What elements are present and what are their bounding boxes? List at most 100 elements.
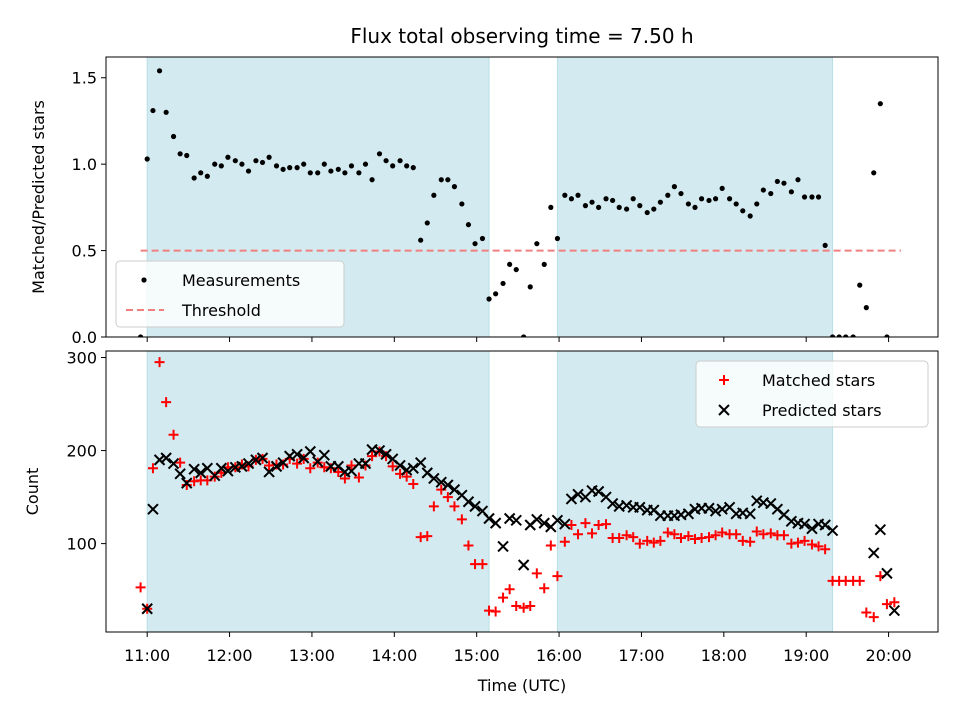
predicted-point — [174, 468, 186, 480]
matched-point — [868, 612, 879, 623]
predicted-point — [448, 483, 461, 496]
measurement-point — [541, 261, 547, 268]
matched-point — [881, 599, 892, 610]
measurement-point — [685, 201, 692, 207]
matched-point — [367, 451, 378, 462]
predicted-point — [153, 454, 166, 466]
measurement-point — [610, 197, 616, 204]
measurement-point — [892, 0, 897, 3]
predicted-point — [551, 514, 564, 527]
measurement-point — [898, 0, 903, 3]
matched-point — [518, 602, 529, 613]
x-tick-label: 11:00 — [124, 646, 170, 665]
matched-point — [634, 538, 645, 549]
legend-matched-swatch — [719, 375, 729, 385]
measurement-point — [342, 170, 348, 176]
predicted-point — [874, 523, 887, 536]
predicted-point — [318, 449, 331, 461]
predicted-point — [538, 517, 550, 529]
measurement-point — [513, 266, 519, 273]
measurement-point — [184, 152, 190, 159]
measurement-point — [383, 158, 389, 164]
measurement-point — [534, 241, 540, 247]
predicted-point — [483, 512, 495, 525]
predicted-point — [394, 459, 406, 472]
measurement-point — [445, 177, 451, 183]
measurement-point — [390, 163, 396, 169]
legend-box — [695, 360, 929, 428]
measurement-point — [472, 241, 478, 247]
measurement-point — [438, 177, 444, 183]
matched-point — [614, 533, 625, 544]
matched-point — [504, 584, 515, 595]
chart-title: Flux total observing time = 7.50 h — [350, 24, 693, 48]
predicted-point — [634, 501, 646, 514]
measurement-point — [486, 296, 492, 302]
y-tick-label: 1.5 — [72, 69, 97, 88]
measurement-point — [232, 158, 238, 164]
matched-point — [463, 540, 474, 551]
matched-point — [305, 463, 316, 474]
matched-point — [511, 600, 522, 611]
predicted-point — [592, 485, 605, 498]
matched-point — [498, 592, 509, 603]
matched-point — [799, 535, 810, 546]
matched-point — [628, 532, 639, 543]
matched-point — [525, 600, 536, 611]
measurement-point — [500, 280, 506, 287]
predicted-point — [744, 508, 756, 520]
measurement-point — [266, 154, 272, 160]
matched-point — [490, 606, 501, 617]
measurement-point — [280, 166, 286, 172]
matched-point — [531, 568, 542, 579]
x-tick-label: 15:00 — [454, 646, 500, 665]
predicted-point — [785, 515, 798, 527]
predicted-point — [222, 465, 234, 477]
predicted-point — [462, 496, 475, 508]
measurement-point — [493, 291, 499, 297]
measurement-point — [451, 184, 458, 190]
measurement-point — [719, 185, 725, 191]
predicted-point — [414, 456, 427, 469]
measurement-point — [321, 161, 327, 167]
measurement-point — [362, 161, 369, 167]
measurement-point — [822, 242, 828, 248]
ratio-panel: 0.0 0.5 1.0 1.5 Matched/Predicted stars Measu… — [29, 0, 939, 347]
y-tick-label: 0.0 — [72, 328, 97, 347]
measurement-point — [562, 192, 568, 198]
measurement-point — [809, 194, 815, 200]
series-measurements — [137, 0, 903, 337]
matched-point — [477, 559, 488, 570]
predicted-point — [181, 477, 193, 489]
measurement-point — [651, 206, 657, 212]
measurement-point — [712, 196, 719, 202]
x-tick-label: 16:00 — [536, 646, 582, 665]
matched-point — [751, 526, 762, 537]
predicted-point — [167, 457, 180, 470]
legend: Matched stars Predicted stars — [695, 360, 929, 428]
measurement-point — [410, 165, 416, 171]
matched-point — [792, 537, 803, 548]
matched-point — [428, 501, 439, 512]
predicted-point — [819, 519, 831, 531]
measurement-point — [836, 334, 842, 337]
matched-point — [765, 528, 776, 539]
matched-point — [387, 461, 398, 472]
predicted-point — [215, 462, 228, 474]
predicted-point — [503, 512, 516, 525]
measurement-point — [630, 196, 636, 202]
measurement-point — [671, 184, 677, 190]
observing-window-2 — [556, 56, 834, 338]
measurement-point — [431, 192, 437, 198]
measurement-point — [706, 197, 712, 204]
measurement-point — [788, 189, 794, 195]
matched-point — [401, 471, 412, 482]
matched-point — [778, 530, 789, 541]
measurement-point — [726, 196, 733, 202]
matched-point — [325, 463, 336, 474]
predicted-point — [572, 488, 584, 500]
measurement-point — [616, 204, 622, 210]
matched-point — [442, 492, 453, 503]
legend-label: Measurements — [182, 271, 300, 290]
measurement-point — [760, 187, 766, 193]
